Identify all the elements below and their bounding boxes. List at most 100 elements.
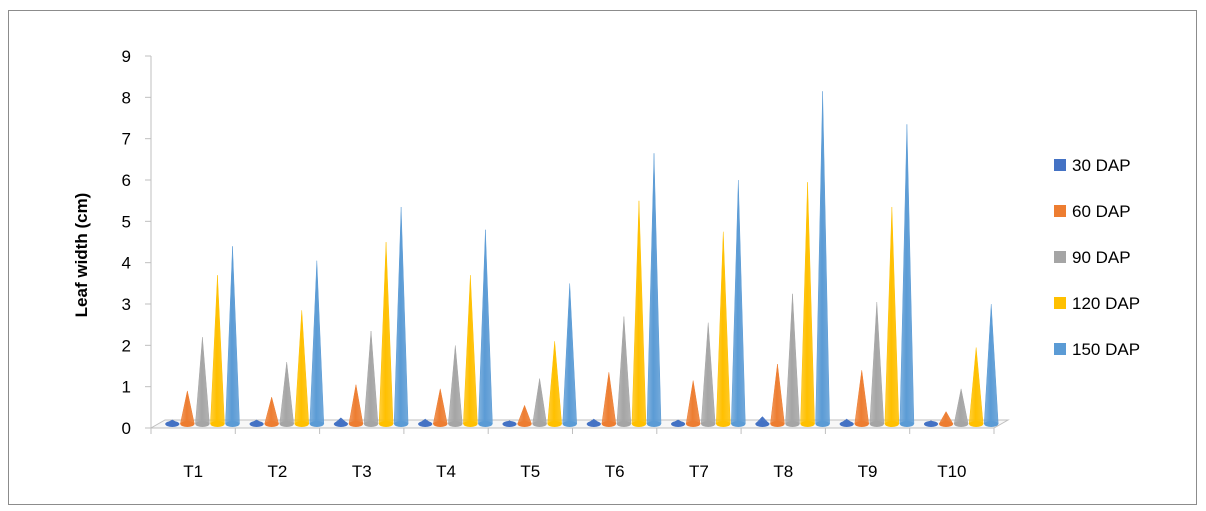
cone-bar bbox=[601, 372, 617, 427]
cone-base bbox=[448, 421, 463, 427]
cone-base bbox=[433, 421, 448, 427]
cone-body bbox=[309, 260, 325, 425]
cone-base bbox=[195, 421, 210, 427]
cone-base bbox=[418, 421, 433, 427]
y-tick-label: 0 bbox=[122, 419, 131, 438]
cone-base bbox=[616, 421, 631, 427]
cone-bar bbox=[800, 182, 815, 427]
x-tick-label: T8 bbox=[773, 462, 793, 481]
cone-base bbox=[586, 421, 601, 427]
cone-base bbox=[225, 421, 240, 427]
cone-base bbox=[562, 421, 577, 427]
x-tick-label: T1 bbox=[183, 462, 203, 481]
cone-bar bbox=[463, 275, 478, 427]
cone-base bbox=[854, 421, 869, 427]
cone-bar bbox=[631, 200, 647, 427]
cone-body bbox=[210, 275, 225, 425]
cone-bar bbox=[448, 345, 463, 427]
cone-bar bbox=[210, 275, 225, 427]
cone-bar bbox=[754, 416, 770, 427]
cone-bar bbox=[164, 419, 181, 427]
cone-base bbox=[770, 421, 785, 427]
legend-swatch bbox=[1054, 297, 1066, 309]
cone-base bbox=[969, 421, 984, 427]
cone-bar bbox=[815, 91, 830, 427]
cone-base bbox=[884, 421, 899, 427]
cone-bar bbox=[378, 242, 394, 427]
y-tick-label: 5 bbox=[122, 212, 131, 231]
cone-bar bbox=[348, 384, 364, 427]
cone-bar bbox=[502, 420, 517, 427]
legend-swatch bbox=[1054, 251, 1066, 263]
cone-base bbox=[180, 421, 195, 427]
cone-base bbox=[939, 421, 954, 427]
cone-body bbox=[393, 206, 409, 425]
y-tick-label: 2 bbox=[122, 336, 131, 355]
cone-base bbox=[294, 421, 309, 427]
cone-bar bbox=[953, 388, 969, 427]
cone-bar bbox=[716, 231, 731, 427]
cone-base bbox=[671, 421, 686, 427]
cone-base bbox=[394, 421, 409, 427]
x-tick-label: T9 bbox=[858, 462, 878, 481]
cone-body bbox=[968, 347, 984, 425]
cone-body bbox=[478, 229, 493, 425]
cone-base bbox=[800, 421, 815, 427]
cone-base bbox=[601, 421, 616, 427]
x-tick-label: T7 bbox=[689, 462, 709, 481]
cone-bar bbox=[363, 330, 379, 427]
cone-bar bbox=[923, 420, 939, 427]
cone-body bbox=[363, 330, 379, 425]
cone-body bbox=[348, 384, 364, 425]
cone-base bbox=[954, 421, 969, 427]
cone-bar bbox=[670, 419, 687, 427]
cone-base bbox=[869, 421, 884, 427]
y-tick-label: 6 bbox=[122, 171, 131, 190]
cone-bar bbox=[532, 378, 547, 427]
x-tick-label: T3 bbox=[352, 462, 372, 481]
x-tick-label: T4 bbox=[436, 462, 456, 481]
cone-bar bbox=[884, 206, 900, 427]
y-tick-label: 8 bbox=[122, 88, 131, 107]
cone-body bbox=[532, 378, 547, 425]
y-tick-label: 3 bbox=[122, 295, 131, 314]
cone-bar bbox=[294, 310, 310, 427]
cone-bar bbox=[517, 404, 532, 427]
cone-base bbox=[547, 421, 562, 427]
y-tick-label: 1 bbox=[122, 378, 131, 397]
cone-body bbox=[646, 153, 662, 425]
legend-item: 30 DAP bbox=[1054, 156, 1131, 175]
x-tick-label: T6 bbox=[605, 462, 625, 481]
cone-base bbox=[631, 421, 646, 427]
legend-swatch bbox=[1054, 343, 1066, 355]
legend-label: 60 DAP bbox=[1072, 202, 1131, 221]
cone-bar bbox=[770, 364, 785, 427]
cone-base bbox=[716, 421, 731, 427]
cone-bar bbox=[393, 206, 409, 427]
cone-base bbox=[264, 421, 279, 427]
cone-bar bbox=[547, 341, 562, 427]
cone-base bbox=[815, 421, 830, 427]
cone-base bbox=[502, 421, 517, 427]
cone-base bbox=[839, 421, 854, 427]
y-tick-label: 7 bbox=[122, 130, 131, 149]
cone-body bbox=[279, 361, 294, 425]
cone-body bbox=[815, 91, 830, 425]
y-tick-label: 9 bbox=[122, 47, 131, 66]
cone-bar bbox=[264, 396, 279, 427]
cone-base bbox=[364, 421, 379, 427]
legend-item: 60 DAP bbox=[1054, 202, 1131, 221]
legend: 30 DAP 60 DAP 90 DAP 120 DAP 150 DAP bbox=[1054, 156, 1140, 359]
legend-swatch bbox=[1054, 159, 1066, 171]
cone-body bbox=[378, 242, 394, 425]
cone-body bbox=[225, 246, 240, 425]
cone-body bbox=[731, 180, 746, 425]
cone-base bbox=[647, 421, 662, 427]
cone-body bbox=[294, 310, 310, 425]
cone-bar bbox=[180, 390, 195, 427]
cone-base bbox=[333, 421, 348, 427]
cone-base bbox=[924, 421, 939, 427]
x-tick-label: T10 bbox=[937, 462, 966, 481]
x-tick-label: T2 bbox=[268, 462, 288, 481]
cone-body bbox=[195, 337, 210, 425]
